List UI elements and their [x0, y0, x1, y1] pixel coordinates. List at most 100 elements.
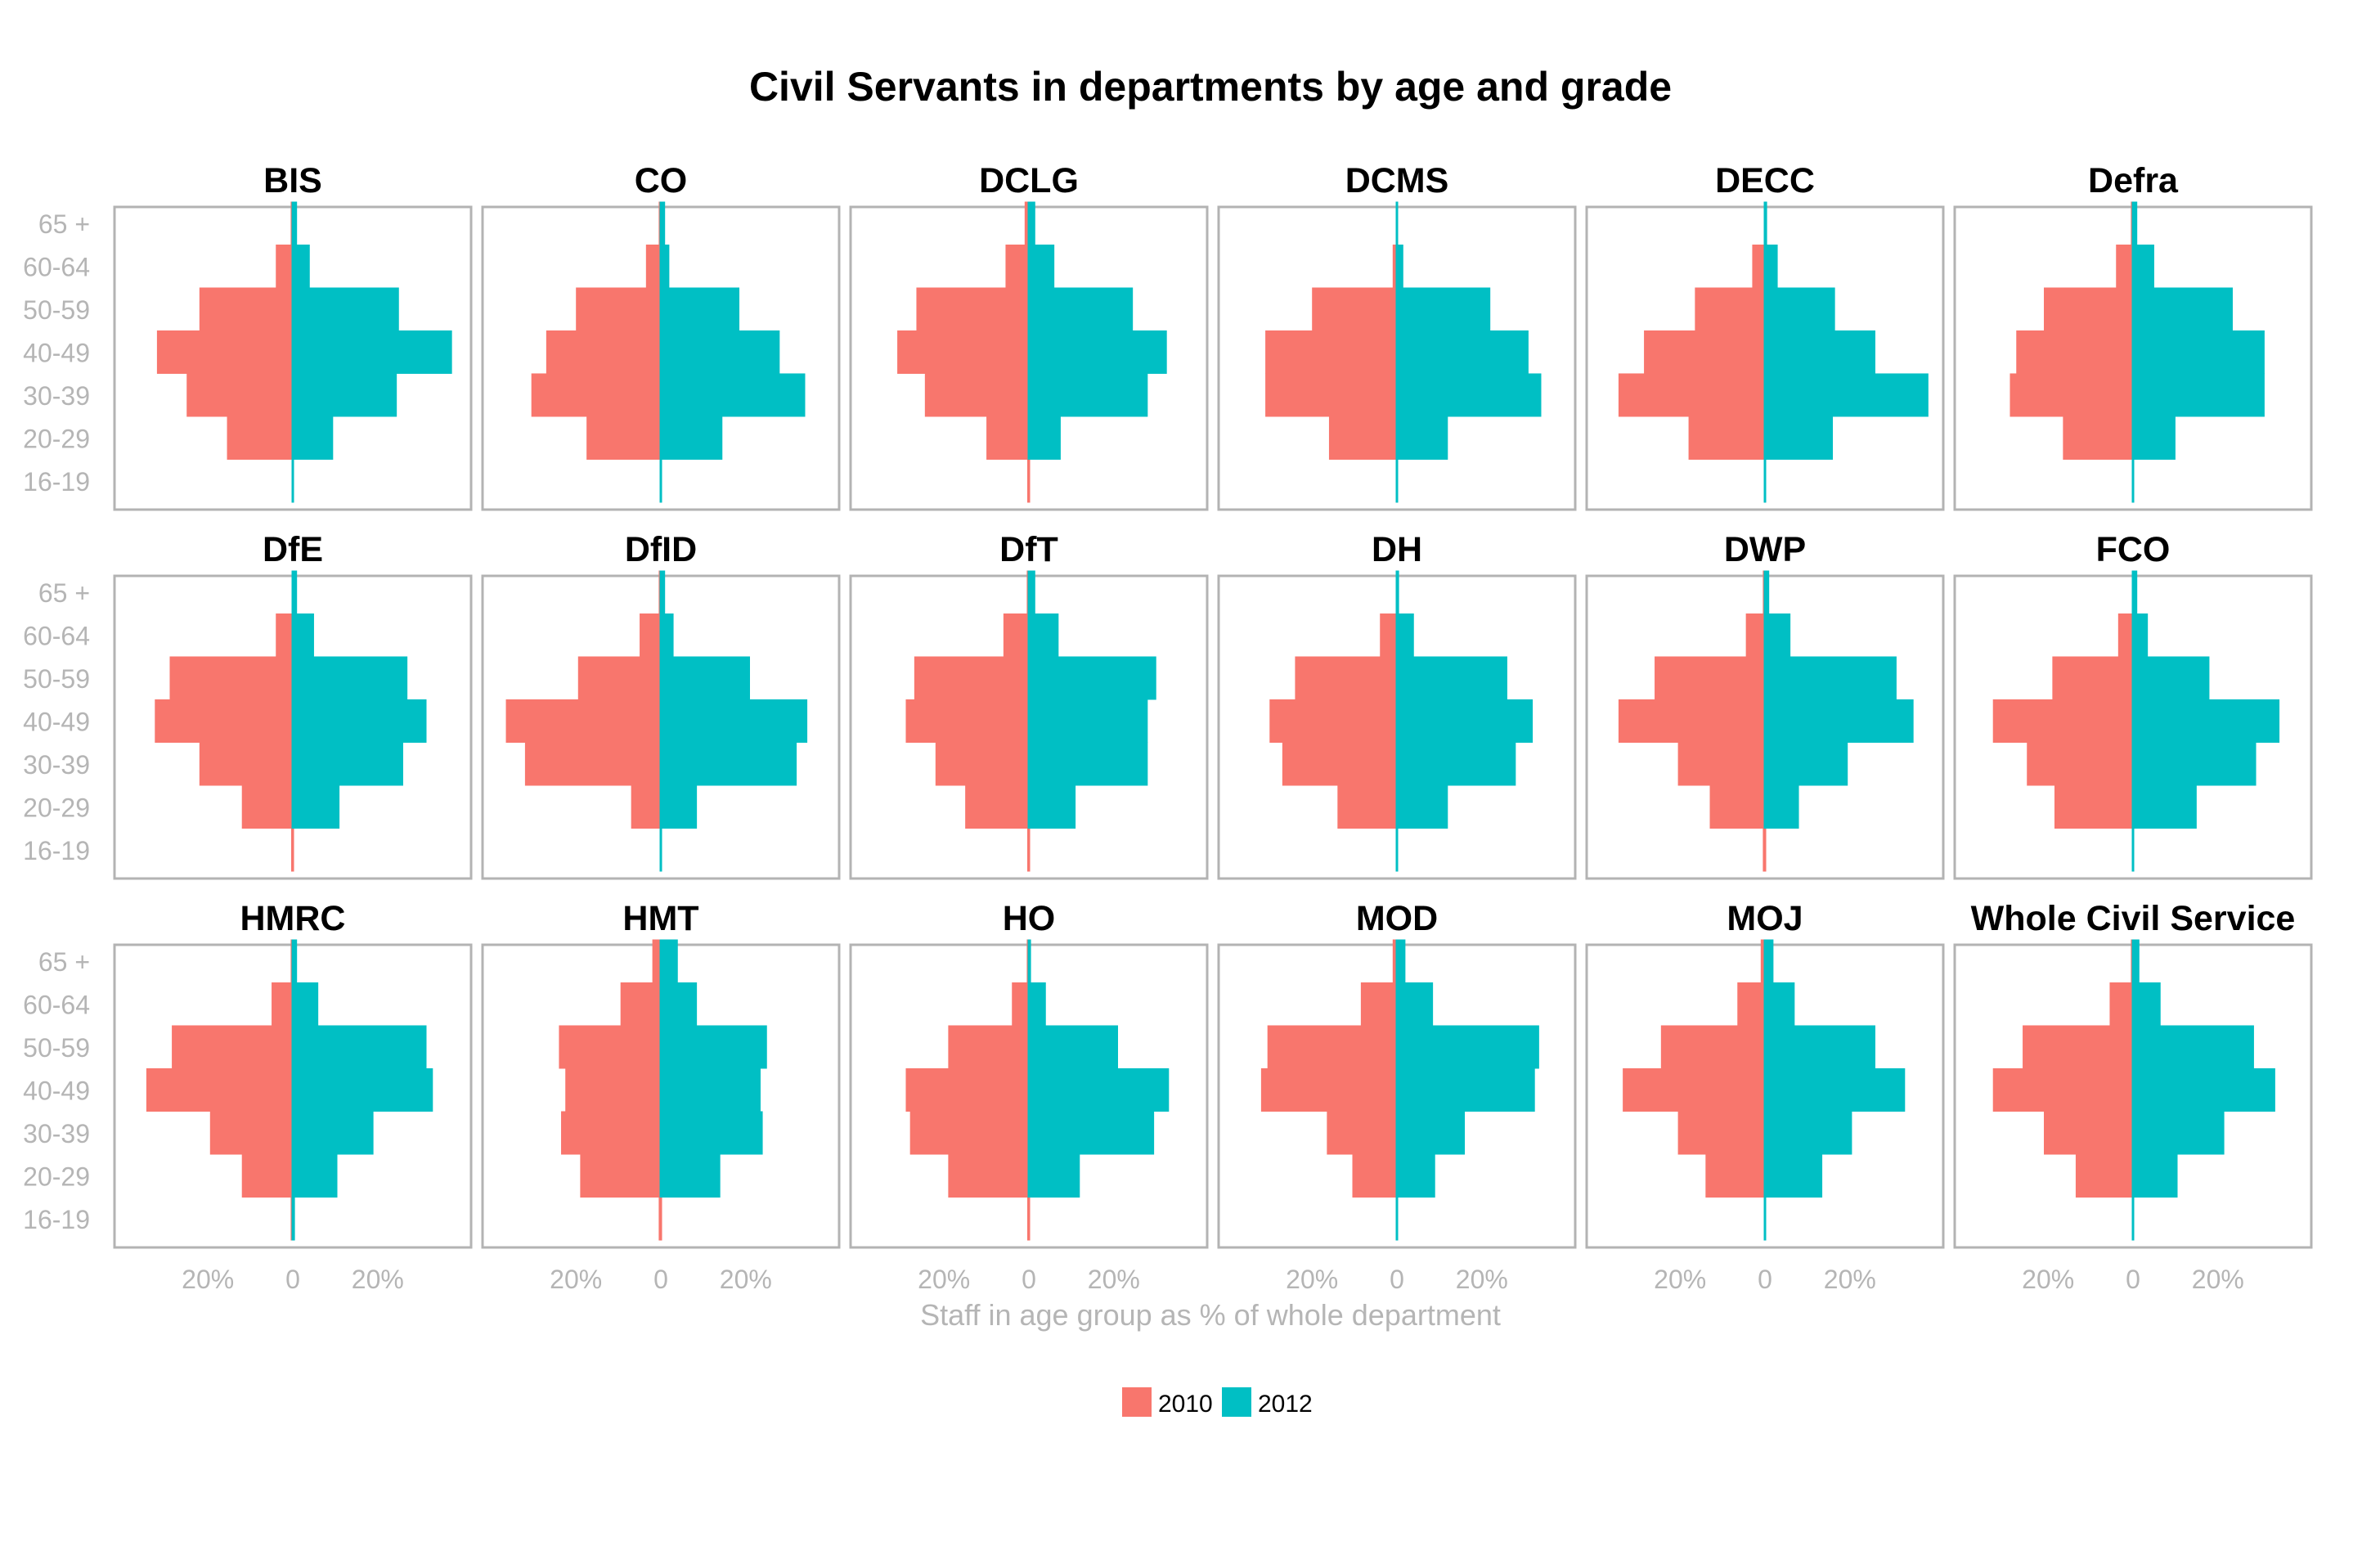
- panel-mod: MOD: [1217, 899, 1577, 1249]
- y-tick-label: 20-29: [23, 425, 90, 454]
- bar-2010-65: [1760, 939, 1765, 983]
- bar-2010-50-59: [1695, 287, 1765, 331]
- y-tick-label: 60-64: [23, 991, 90, 1020]
- bar-2012-50-59: [2133, 287, 2233, 331]
- bar-2012-40-49: [1397, 699, 1534, 743]
- panel-title: MOJ: [1727, 899, 1803, 938]
- bar-2010-20-29: [2054, 785, 2133, 829]
- panel-title: HMT: [622, 899, 698, 938]
- y-tick-label: 60-64: [23, 253, 90, 282]
- bar-2012-20-29: [1765, 785, 1799, 829]
- bar-2010-50-59: [2044, 287, 2133, 331]
- panel-title: MOD: [1356, 899, 1438, 938]
- y-tick-label: 30-39: [23, 1119, 90, 1148]
- bar-2012-20-29: [293, 785, 340, 829]
- bar-2012-20-29: [661, 785, 698, 829]
- y-tick-label: 30-39: [23, 381, 90, 411]
- bar-2010-30-39: [1677, 1111, 1765, 1155]
- bar-2010-40-49: [505, 699, 661, 743]
- bar-2010-60-64: [1737, 982, 1765, 1026]
- y-tick-label: 40-49: [23, 339, 90, 368]
- x-tick-label: 0: [285, 1265, 300, 1294]
- bar-2010-40-49: [905, 1068, 1029, 1112]
- x-tick-label: 20%: [1088, 1265, 1140, 1294]
- bar-2012-30-39: [2133, 1111, 2225, 1155]
- panel-dfid: DfID: [481, 530, 841, 880]
- panel-moj: MOJ: [1585, 899, 1945, 1249]
- bar-2010-60-64: [1360, 982, 1397, 1026]
- bar-2010-40-49: [146, 1068, 293, 1112]
- bar-2010-50-59: [1295, 656, 1397, 700]
- bar-2010-20-29: [241, 1154, 293, 1198]
- panel-title: HO: [1003, 899, 1056, 938]
- bar-2012-20-29: [2133, 416, 2176, 460]
- bar-2012-20-29: [1397, 416, 1448, 460]
- bar-2012-20-29: [1397, 785, 1448, 829]
- panel-co: CO: [481, 161, 841, 511]
- panel-title: DCMS: [1345, 161, 1449, 200]
- bar-2010-30-39: [2027, 742, 2133, 786]
- bar-2012-60-64: [1397, 982, 1434, 1026]
- bar-2012-65: [293, 201, 298, 245]
- bar-2012-50-59: [293, 1025, 427, 1069]
- x-tick-label: 20%: [720, 1265, 772, 1294]
- bar-2012-60-64: [1029, 613, 1059, 657]
- y-tick-label: 50-59: [23, 664, 90, 694]
- x-tick-label: 20%: [2192, 1265, 2244, 1294]
- bar-2010-30-39: [186, 373, 293, 417]
- bar-2012-60-64: [293, 245, 310, 288]
- bar-2012-20-29: [293, 1154, 338, 1198]
- bar-2012-30-39: [1397, 742, 1516, 786]
- bar-2012-40-49: [1397, 1068, 1535, 1112]
- bar-2010-20-29: [2075, 1154, 2133, 1198]
- bar-2010-30-39: [1282, 742, 1397, 786]
- bar-2010-60-64: [1745, 613, 1765, 657]
- bar-2012-30-39: [2133, 742, 2257, 786]
- bar-2012-30-39: [1029, 373, 1148, 417]
- bar-2010-50-59: [1660, 1025, 1765, 1069]
- bar-2010-60-64: [1752, 245, 1765, 288]
- bar-2012-20-29: [1397, 1154, 1435, 1198]
- bar-2012-40-49: [293, 699, 427, 743]
- bar-2012-50-59: [661, 287, 740, 331]
- bar-2012-50-59: [1397, 1025, 1539, 1069]
- bar-2012-65: [1397, 939, 1406, 983]
- bar-2010-40-49: [1269, 699, 1397, 743]
- bar-2010-50-59: [576, 287, 661, 331]
- bar-2012-40-49: [1029, 1068, 1170, 1112]
- bar-2012-50-59: [293, 287, 399, 331]
- panel-title: HMRC: [240, 899, 346, 938]
- x-tick-label: 20%: [1456, 1265, 1508, 1294]
- panel-defra: Defra: [1953, 161, 2313, 511]
- bar-2010-50-59: [559, 1025, 661, 1069]
- bar-2010-50-59: [2023, 1025, 2133, 1069]
- y-tick-label: 20-29: [23, 793, 90, 823]
- bar-2010-65: [1392, 939, 1397, 983]
- bar-2012-20-29: [1029, 1154, 1080, 1198]
- bar-2010-60-64: [276, 613, 293, 657]
- x-tick-label: 20%: [918, 1265, 970, 1294]
- bar-2010-20-29: [241, 785, 293, 829]
- bar-2010-40-49: [1992, 699, 2133, 743]
- bar-2012-40-49: [661, 1068, 761, 1112]
- bar-2012-40-49: [1397, 330, 1529, 374]
- bar-2010-50-59: [199, 287, 293, 331]
- bar-2012-65: [1765, 939, 1774, 983]
- bar-2010-40-49: [1992, 1068, 2133, 1112]
- panel-title: DH: [1372, 530, 1422, 569]
- bar-2012-65: [661, 201, 666, 245]
- bar-2010-60-64: [1392, 245, 1397, 288]
- x-tick-label: 20%: [2022, 1265, 2074, 1294]
- bar-2012-30-39: [1765, 1111, 1852, 1155]
- bar-2012-20-29: [2133, 1154, 2178, 1198]
- bar-2010-50-59: [948, 1025, 1029, 1069]
- panel-hmt: HMT: [481, 899, 841, 1249]
- bar-2010-40-49: [897, 330, 1029, 374]
- bar-2012-65: [2133, 570, 2138, 614]
- bar-2012-20-29: [661, 1154, 721, 1198]
- bar-2012-65: [1765, 570, 1770, 614]
- bar-2012-30-39: [293, 742, 403, 786]
- bar-2010-20-29: [1337, 785, 1397, 829]
- bar-2012-50-59: [1029, 287, 1134, 331]
- bar-2010-30-39: [2044, 1111, 2133, 1155]
